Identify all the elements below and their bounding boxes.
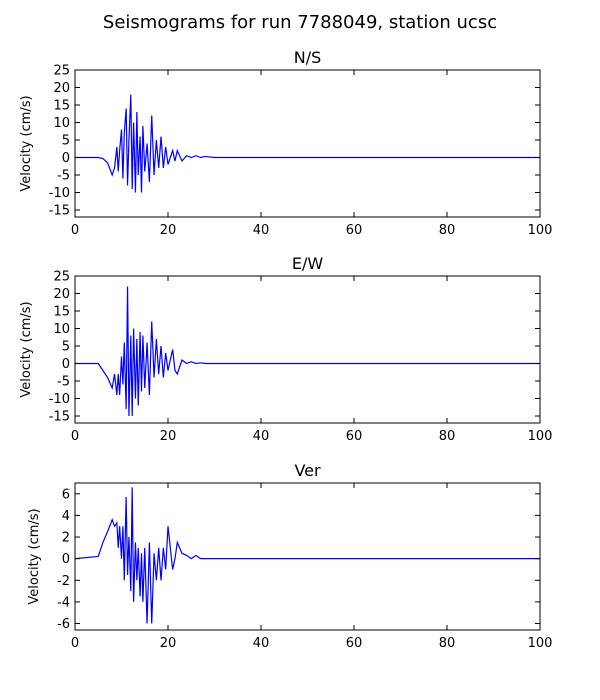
- y-tick-label: 5: [62, 340, 70, 355]
- figure-title: Seismograms for run 7788049, station ucs…: [103, 12, 497, 33]
- x-tick-label: 100: [528, 223, 553, 238]
- x-tick-label: 20: [160, 429, 177, 444]
- seismogram-line: [75, 94, 540, 193]
- y-tick-label: 20: [53, 81, 70, 96]
- x-tick-label: 0: [71, 223, 79, 238]
- y-tick-label: -15: [49, 204, 70, 219]
- x-tick-label: 100: [528, 636, 553, 651]
- subplot: N/S Velocity (cm/s) 0 20 40 60 80 100 -15 -10 -5 0 5…: [19, 48, 552, 238]
- y-tick-label: -5: [57, 375, 70, 390]
- plot-area: [75, 487, 540, 624]
- x-tick-label: 60: [346, 636, 363, 651]
- y-tick-label: -15: [49, 410, 70, 425]
- x-tick-label: 80: [439, 636, 456, 651]
- subplot-title: Ver: [294, 461, 321, 480]
- x-tick-label: 60: [346, 223, 363, 238]
- y-tick-label: 2: [62, 531, 70, 546]
- y-tick-label: 25: [53, 270, 70, 285]
- x-tick-label: 100: [528, 429, 553, 444]
- y-tick-label: -10: [49, 186, 70, 201]
- y-axis-label: Velocity (cm/s): [27, 508, 42, 604]
- seismogram-line: [75, 487, 540, 624]
- x-tick-label: 20: [160, 636, 177, 651]
- y-tick-label: -4: [57, 595, 70, 610]
- x-tick-label: 60: [346, 429, 363, 444]
- x-tick-label: 40: [253, 636, 270, 651]
- x-tick-label: 40: [253, 223, 270, 238]
- y-tick-label: 4: [62, 509, 70, 524]
- y-tick-label: 0: [62, 357, 70, 372]
- plot-area: [75, 94, 540, 193]
- y-tick-label: 15: [53, 305, 70, 320]
- x-tick-label: 40: [253, 429, 270, 444]
- plot-area: [75, 286, 540, 417]
- subplot: E/W Velocity (cm/s) 0 20 40 60 80 100 -15 -10 -5 0 5…: [19, 254, 552, 444]
- subplot: Ver Velocity (cm/s) 0 20 40 60 80 100 -6 -4 -2 0 2 4 6: [27, 461, 552, 651]
- y-tick-label: 0: [62, 151, 70, 166]
- y-tick-label: 5: [62, 134, 70, 149]
- y-tick-label: 0: [62, 552, 70, 567]
- x-tick-label: 0: [71, 636, 79, 651]
- y-tick-label: 20: [53, 287, 70, 302]
- y-tick-label: 10: [53, 116, 70, 131]
- y-tick-label: -6: [57, 617, 70, 632]
- seismogram-line: [75, 286, 540, 417]
- y-tick-label: -2: [57, 574, 70, 589]
- y-tick-label: -5: [57, 169, 70, 184]
- y-tick-label: 6: [62, 487, 70, 502]
- subplot-title: N/S: [294, 48, 322, 67]
- axes-frame: [74, 275, 541, 424]
- y-tick-label: -10: [49, 392, 70, 407]
- x-tick-label: 80: [439, 223, 456, 238]
- y-tick-label: 15: [53, 99, 70, 114]
- x-tick-label: 0: [71, 429, 79, 444]
- y-axis-label: Velocity (cm/s): [19, 95, 34, 191]
- y-tick-label: 10: [53, 322, 70, 337]
- axes-frame: [74, 482, 541, 631]
- subplot-title: E/W: [292, 254, 324, 273]
- x-tick-label: 80: [439, 429, 456, 444]
- y-axis-label: Velocity (cm/s): [19, 301, 34, 397]
- axes-frame: [74, 69, 541, 218]
- y-tick-label: 25: [53, 64, 70, 79]
- x-tick-label: 20: [160, 223, 177, 238]
